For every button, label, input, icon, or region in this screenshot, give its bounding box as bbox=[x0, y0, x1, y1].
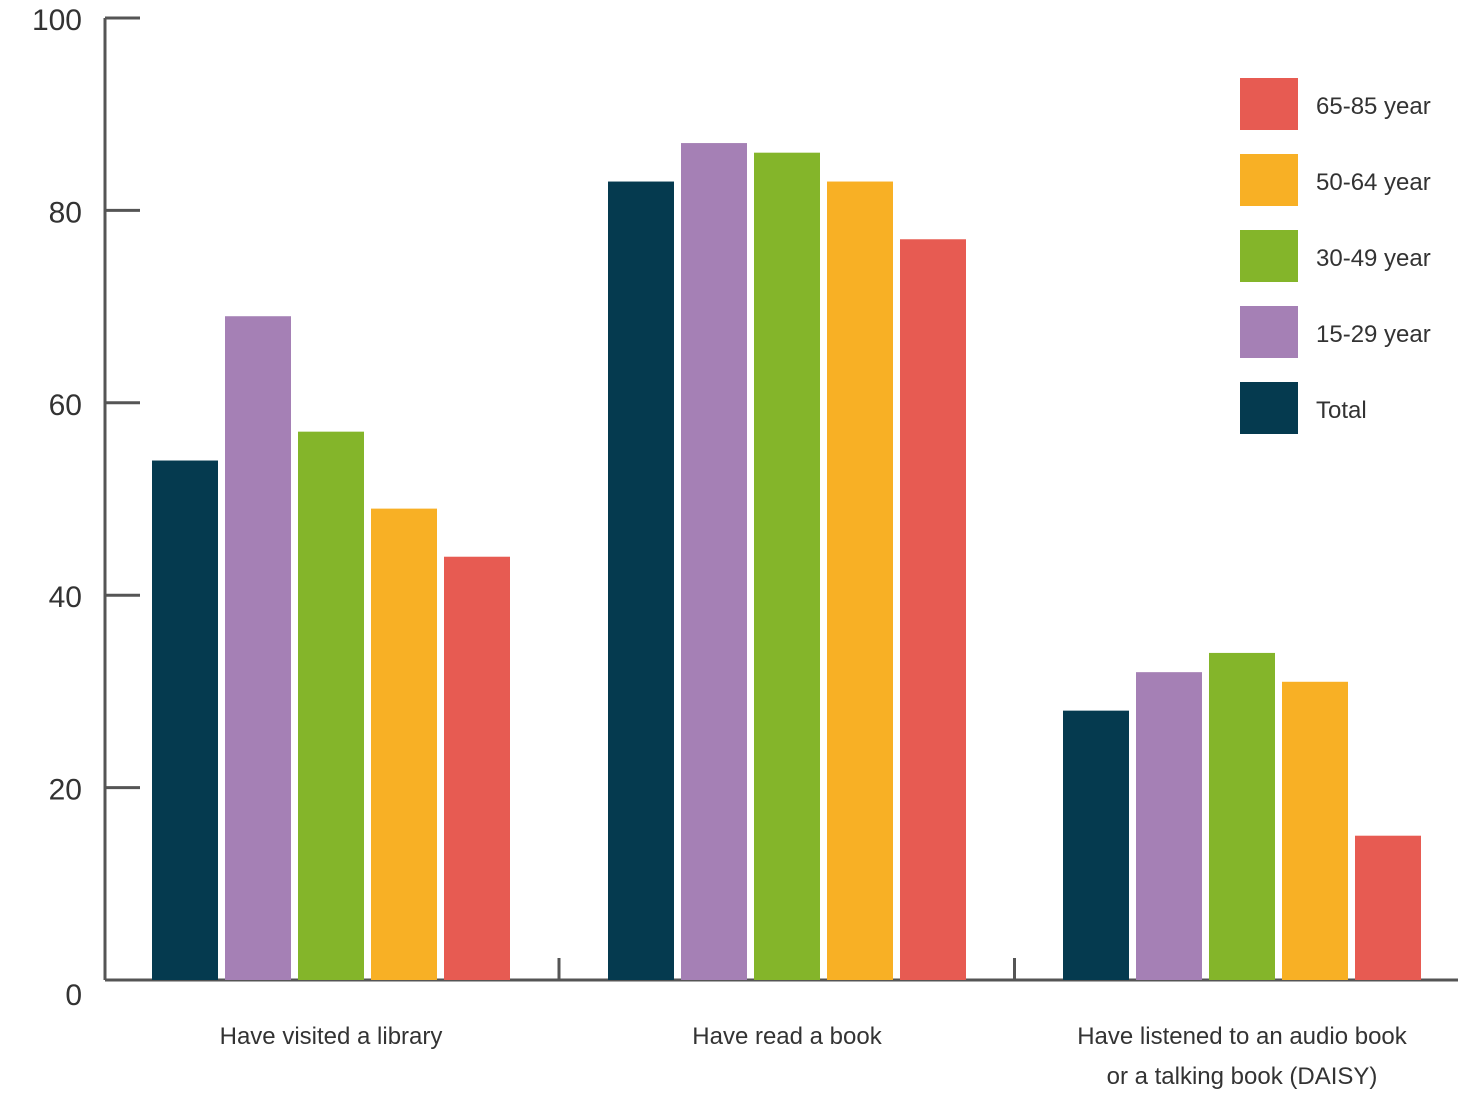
legend-label: Total bbox=[1316, 397, 1367, 424]
x-category-label-line: Have read a book bbox=[692, 1023, 882, 1050]
legend-label: 15-29 year bbox=[1316, 321, 1431, 348]
legend-swatch bbox=[1240, 78, 1298, 130]
bar-total-1 bbox=[608, 181, 674, 981]
bar-65-85-year-0 bbox=[444, 556, 510, 980]
legend-swatch bbox=[1240, 230, 1298, 282]
y-tick-label: 0 bbox=[65, 979, 82, 1012]
bar-65-85-year-2 bbox=[1355, 835, 1421, 980]
bar-65-85-year-1 bbox=[900, 239, 966, 980]
bar-30-49-year-0 bbox=[298, 431, 364, 980]
legend-label: 50-64 year bbox=[1316, 169, 1431, 196]
legend-label: 30-49 year bbox=[1316, 245, 1431, 272]
bar-50-64-year-0 bbox=[371, 508, 437, 980]
x-category-label: Have listened to an audio book or a talki… bbox=[1077, 1023, 1408, 1090]
x-category-label-line: Have listened to an audio book bbox=[1077, 1023, 1408, 1050]
bar-total-2 bbox=[1063, 710, 1129, 980]
bar-50-64-year-2 bbox=[1282, 681, 1348, 980]
bar-30-49-year-1 bbox=[754, 152, 820, 980]
bar-15-29-year-0 bbox=[225, 316, 291, 981]
y-tick-label: 20 bbox=[49, 774, 82, 807]
legend-swatch bbox=[1240, 306, 1298, 358]
bar-15-29-year-2 bbox=[1136, 672, 1202, 980]
x-category-label-line: or a talking book (DAISY) bbox=[1107, 1063, 1378, 1090]
y-tick-label: 80 bbox=[49, 196, 82, 229]
y-axis: 0 20 40 60 80 100 bbox=[32, 4, 140, 1012]
bar-30-49-year-2 bbox=[1209, 652, 1275, 980]
legend-swatch bbox=[1240, 382, 1298, 434]
y-tick-label: 100 bbox=[32, 4, 82, 37]
x-category-label: Have visited a library bbox=[220, 1023, 443, 1050]
x-category-label: Have read a book bbox=[692, 1023, 882, 1050]
bar-50-64-year-1 bbox=[827, 181, 893, 981]
bars bbox=[152, 143, 1421, 981]
category-labels: Have visited a library Have read a book Ha… bbox=[220, 1023, 1408, 1090]
x-category-label-line: Have visited a library bbox=[220, 1023, 443, 1050]
legend-swatch bbox=[1240, 154, 1298, 206]
legend: 65-85 year 50-64 year 30-49 year 15-29 year… bbox=[1240, 78, 1431, 434]
y-tick-label: 40 bbox=[49, 581, 82, 614]
y-tick-label: 60 bbox=[49, 389, 82, 422]
legend-label: 65-85 year bbox=[1316, 93, 1431, 120]
bar-total-0 bbox=[152, 460, 218, 980]
bar-15-29-year-1 bbox=[681, 143, 747, 980]
